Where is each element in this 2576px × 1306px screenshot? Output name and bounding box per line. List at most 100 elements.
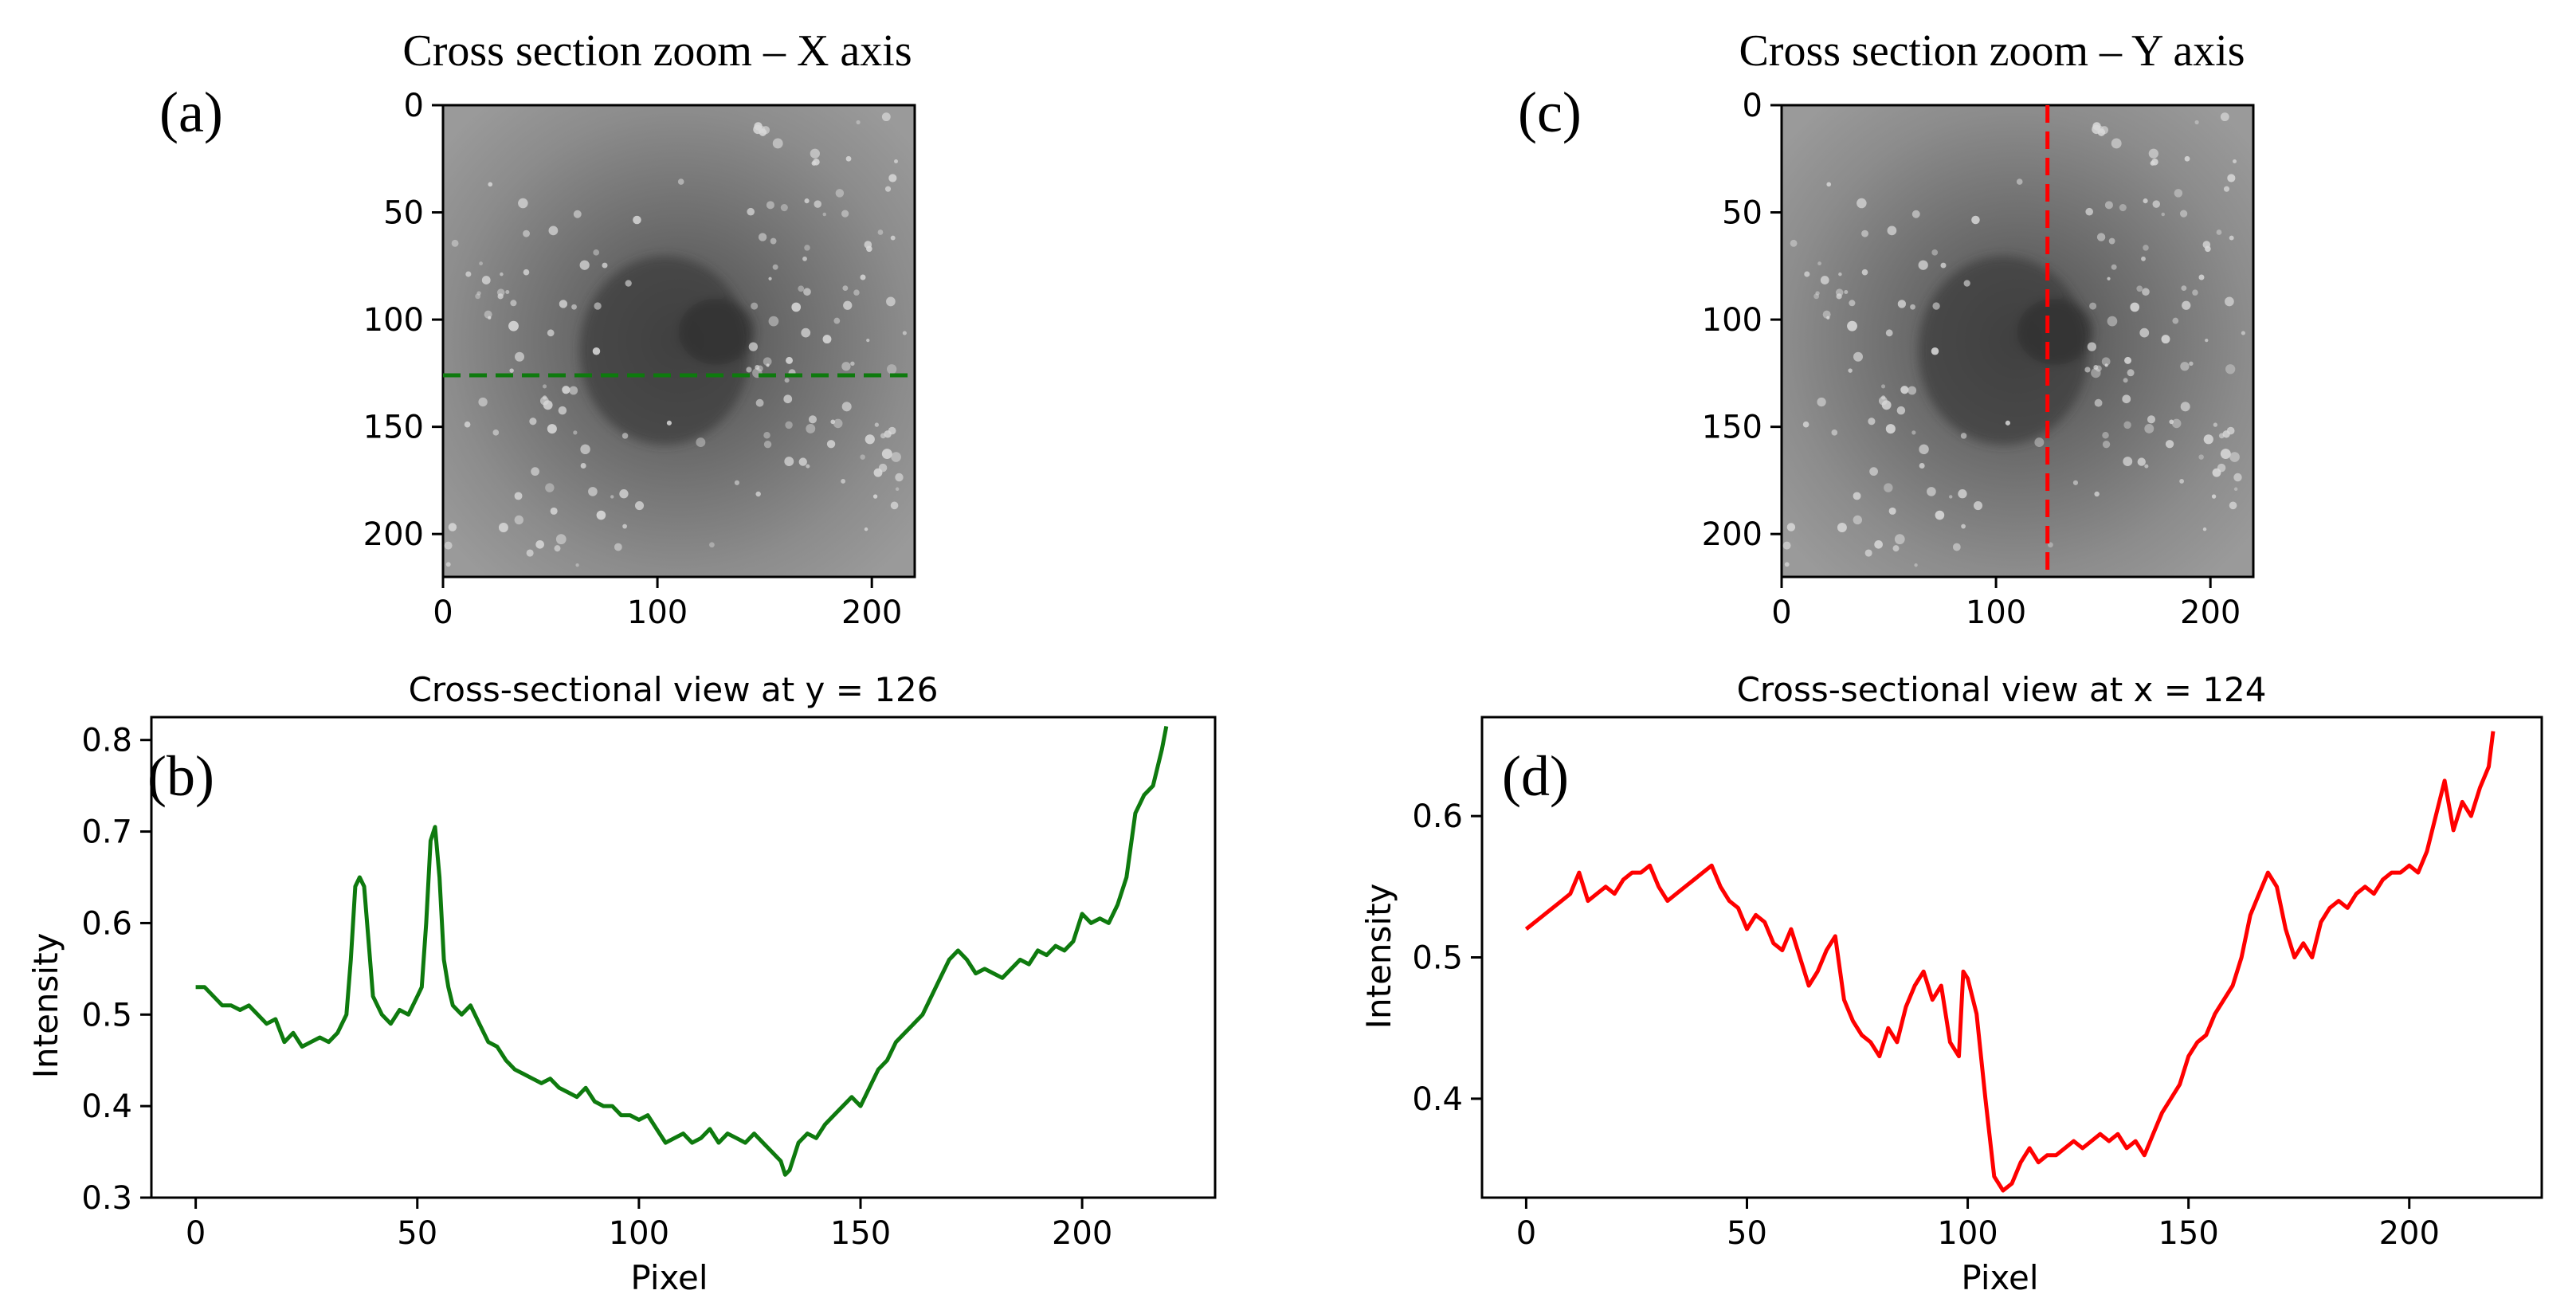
image-a-speckle — [860, 454, 865, 460]
image-c-speckle — [2084, 367, 2091, 373]
image-a-speckle — [842, 285, 849, 292]
image-c-speckle — [2111, 138, 2122, 149]
image-c-speckle — [1931, 347, 1939, 355]
panel-a-letter: (a) — [159, 80, 223, 144]
image-c-speckle — [1817, 397, 1826, 407]
image-c-axes: 0 100 200 0 50 100 150 200 — [1702, 88, 2255, 631]
image-a-speckle — [505, 289, 510, 295]
image-c-speckle — [2229, 501, 2237, 510]
image-a-speckle — [500, 272, 504, 276]
panel-c-letter: (c) — [1518, 80, 1582, 144]
image-c-speckle — [1847, 320, 1857, 331]
image-a-speckle — [890, 501, 899, 510]
chart-d-xtick-label: 0 — [1516, 1215, 1536, 1252]
image-a-speckle — [806, 424, 816, 433]
image-a-speckle — [535, 539, 544, 549]
image-a-speckle — [588, 487, 598, 496]
image-c-speckle — [1884, 483, 1893, 492]
image-a-speckle — [772, 264, 778, 270]
image-c-speckle — [1844, 289, 1849, 295]
image-a-speckle — [884, 186, 892, 192]
image-c-speckle — [2225, 296, 2234, 307]
image-c — [1782, 105, 2253, 577]
chart-d-ytick-label: 0.4 — [1412, 1081, 1463, 1118]
image-c-speckle — [2225, 364, 2236, 375]
image-c-speckle — [2123, 378, 2128, 383]
image-c-speckle — [2152, 200, 2160, 208]
image-c-speckle — [1973, 501, 1983, 511]
chart-b-axes: 0 50 100 150 200 0.3 0.4 0.5 0.6 0.7 0.8 — [81, 716, 1217, 1252]
image-c-speckle — [1885, 424, 1896, 434]
image-c-speckle — [2016, 178, 2023, 185]
image-a-speckle — [772, 138, 783, 149]
chart-d-series-line — [1524, 731, 2496, 1193]
image-c-speckle — [1918, 260, 1928, 270]
chart-d-ytick-label: 0.5 — [1412, 940, 1463, 977]
image-a-speckle — [833, 317, 841, 324]
image-a-speckle — [579, 260, 590, 270]
image-a-speckle — [835, 189, 845, 198]
image-a-speckle — [864, 241, 872, 249]
image-c-speckle — [1911, 210, 1920, 218]
image-a-speckle — [850, 361, 855, 367]
image-c-ytick-label: 50 — [1722, 195, 1762, 232]
image-a-speckle — [709, 542, 715, 548]
image-c-speckle — [2233, 159, 2237, 164]
image-c-speckle — [2192, 289, 2198, 296]
image-a-speckle — [614, 543, 622, 551]
image-c-speckle — [1952, 543, 1961, 551]
image-a-speckle — [895, 487, 900, 492]
panel-c-title: Cross section zoom – Y axis — [1739, 26, 2245, 76]
image-a-speckle — [734, 480, 740, 485]
image-c-speckle — [1958, 489, 1967, 499]
image-a-speckle — [550, 507, 558, 515]
image-a-speckle — [488, 182, 493, 187]
chart-d-xlabel: Pixel — [1961, 1258, 2038, 1297]
image-c-speckle — [2229, 452, 2240, 462]
chart-b-xtick-label: 100 — [609, 1215, 669, 1252]
image-c-speckle — [2102, 432, 2109, 439]
image-c-speckle — [2005, 420, 2010, 426]
image-a-speckle — [860, 274, 866, 280]
image-a-ytick-label: 50 — [383, 195, 424, 232]
image-a-speckle — [826, 440, 836, 449]
image-c-speckle — [1900, 386, 1909, 394]
image-c-speckle — [2194, 120, 2199, 125]
chart-b-xtick-label: 150 — [830, 1215, 891, 1252]
image-c-speckle — [1896, 406, 1906, 415]
image-a-speckle — [841, 362, 851, 371]
chart-b-xtick-label: 50 — [397, 1215, 437, 1252]
image-c-speckle — [2227, 174, 2236, 182]
image-a-speckle — [894, 159, 899, 164]
image-c-speckle — [2104, 201, 2113, 210]
image-c-speckle — [1881, 400, 1892, 410]
image-a-speckle — [841, 210, 849, 218]
panel-b: Cross-sectional view at y = 126 (b) 0 50 1… — [26, 670, 1217, 1297]
image-c-speckle — [2169, 419, 2174, 425]
image-c-ytick-label: 0 — [1743, 88, 1762, 124]
image-a-dark-core — [679, 298, 755, 365]
image-a-speckle — [619, 489, 629, 499]
image-a-speckle — [562, 386, 570, 394]
image-c-speckle — [1880, 384, 1886, 389]
image-c-speckle — [2102, 440, 2111, 449]
image-a-speckle — [833, 418, 843, 429]
image-a-speckle — [523, 229, 530, 237]
image-a-speckle — [784, 457, 794, 467]
chart-b-xlabel: Pixel — [630, 1258, 708, 1297]
image-c-speckle — [1804, 271, 1810, 277]
image-c-speckle — [1836, 293, 1842, 300]
image-c-speckle — [1864, 549, 1872, 557]
image-c-speckle — [2130, 302, 2140, 312]
chart-b-frame — [150, 716, 1217, 1199]
image-a-speckle — [677, 178, 684, 185]
image-a-speckle — [874, 422, 880, 427]
image-a-speckle — [755, 491, 761, 497]
image-c-speckle — [1838, 272, 1842, 276]
image-a-speckle — [476, 291, 481, 296]
image-a-speckle — [542, 384, 547, 389]
image-a-speckle — [803, 288, 811, 296]
image-c-speckles — [1782, 112, 2245, 567]
chart-d-xtick-label: 100 — [1937, 1215, 1998, 1252]
image-a-speckle — [543, 400, 553, 410]
